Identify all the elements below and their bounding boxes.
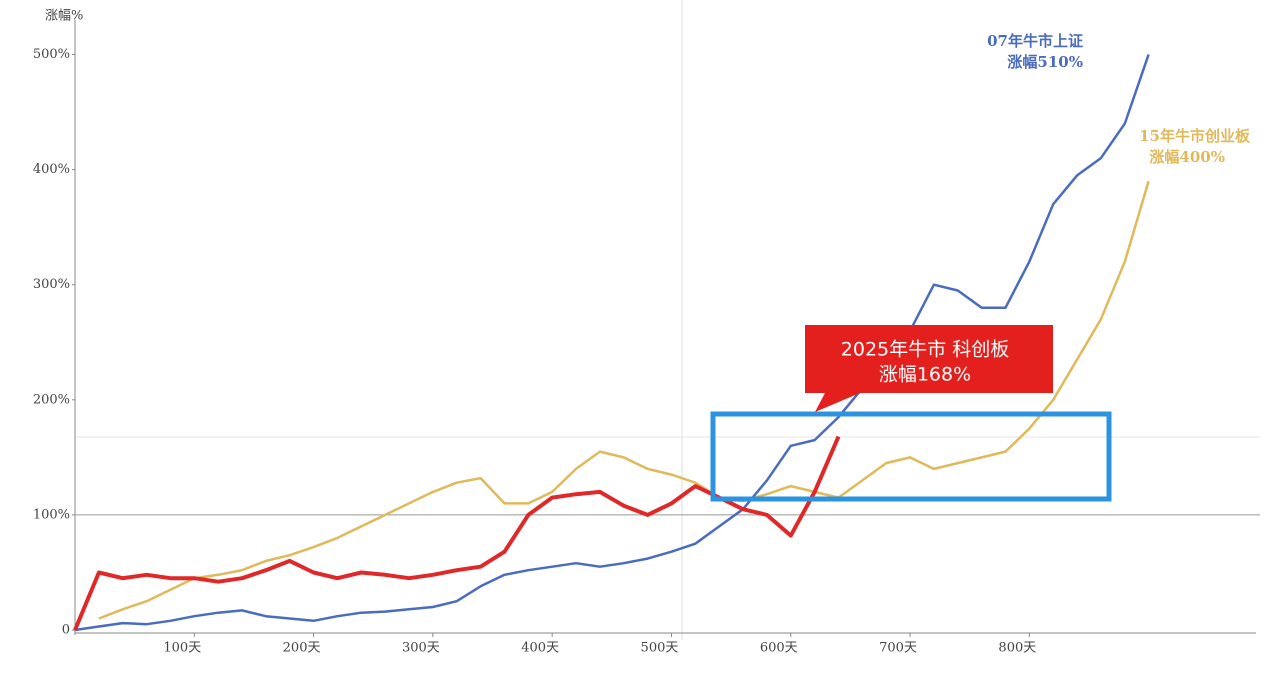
y-axis-label: 涨幅% [45, 9, 83, 24]
x-tick-label: 100天 [163, 641, 201, 656]
y-tick-label: 400% [33, 162, 70, 177]
annotation: 15年牛市创业板 [1139, 127, 1251, 145]
annotation: 涨幅510% [1007, 53, 1083, 71]
series-line [98, 180, 1150, 620]
y-tick-label: 300% [33, 277, 70, 292]
highlight-box [710, 411, 1112, 502]
annotation: 涨幅400% [1149, 148, 1225, 166]
y-tick-label: 200% [33, 392, 70, 407]
y-tick-label: 0 [62, 623, 70, 638]
series-line [74, 54, 1150, 632]
x-tick-label: 700天 [879, 641, 917, 656]
x-tick-label: 400天 [521, 641, 559, 656]
x-tick-label: 300天 [402, 641, 440, 656]
x-tick-label: 800天 [998, 641, 1036, 656]
annotation: 涨幅168% [879, 364, 971, 386]
y-tick-label: 100% [33, 507, 70, 522]
annotation: 2025年牛市 科创板 [841, 339, 1009, 361]
y-tick-label: 500% [33, 47, 70, 62]
x-tick-label: 500天 [641, 641, 679, 656]
x-tick-label: 600天 [760, 641, 798, 656]
annotation: 07年牛市上证 [987, 32, 1083, 50]
callout [805, 325, 1053, 412]
plot: 0 100% 200% 300% 400% 500% 100天 200天 300天 400天 500… [33, 20, 1260, 656]
x-tick-label: 200天 [283, 641, 321, 656]
